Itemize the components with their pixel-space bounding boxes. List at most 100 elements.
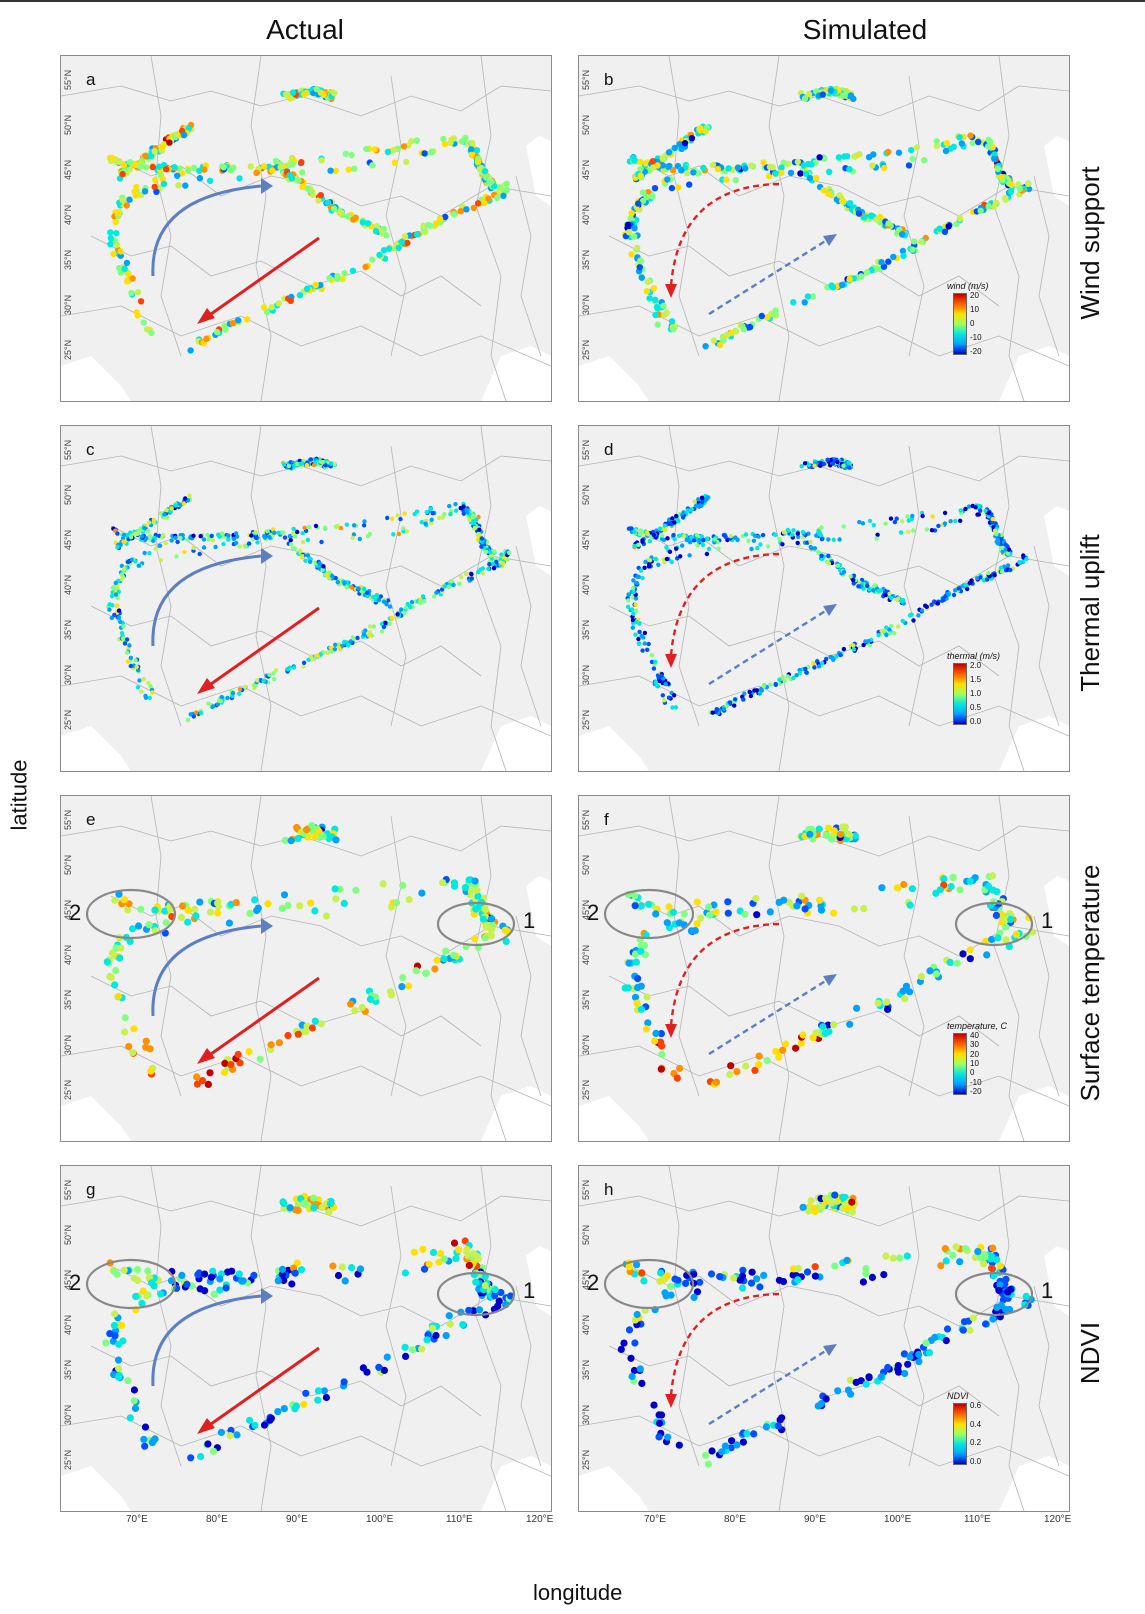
track-point [130,1397,138,1405]
track-point [311,462,317,468]
track-point [686,181,693,188]
track-point [153,188,160,195]
autumn-migration-arrow [210,606,320,686]
track-point [766,908,774,916]
panel-letter: a [86,70,96,89]
track-point [674,1276,682,1284]
latitude-tick-label: 30°N [63,664,73,685]
track-point [651,532,656,538]
track-point [448,512,453,517]
track-point [936,523,941,529]
track-point [633,1310,641,1319]
track-point [936,225,943,232]
track-point [792,1044,800,1052]
track-point [875,532,880,537]
track-point [760,1271,768,1279]
track-points [621,823,1037,1088]
track-point [617,1345,625,1353]
track-point [670,516,675,521]
track-point [169,506,174,511]
country-border [1033,175,1060,357]
track-point [468,146,475,153]
track-point [803,666,808,672]
longitude-tick-label: 80°E [724,1514,746,1525]
colorbar [953,663,967,725]
track-point [1002,936,1010,944]
track-point [124,637,130,642]
track-point [312,281,319,288]
track-point [124,906,132,914]
track-point [858,273,865,280]
track-point [113,1270,121,1278]
track-point [633,999,641,1007]
track-point [272,676,277,682]
track-point [645,189,652,196]
track-point [471,935,479,943]
track-point [671,532,676,538]
track-point [673,705,679,710]
track-point [182,549,187,555]
country-border [61,305,551,367]
track-point [408,604,413,610]
track-point [286,1204,294,1212]
legend-tick-label: 10 [970,305,979,314]
track-point [103,958,111,966]
track-point [853,1004,861,1012]
track-point [982,1320,990,1328]
track-point [225,919,233,927]
track-point [114,992,122,1000]
panel-letter: h [604,1180,614,1199]
track-point [474,158,482,165]
track-point [642,630,648,636]
track-point [111,981,119,989]
track-point [844,153,851,160]
track-point [999,532,1004,538]
track-point [900,252,907,260]
track-point [401,1343,409,1351]
track-point [282,535,288,540]
track-point [113,230,120,237]
track-point [629,526,634,531]
track-point [210,1290,218,1298]
track-point [819,660,825,666]
row-title-ndvi: NDVI [1075,1321,1105,1385]
track-point [191,714,196,719]
sea-shape [526,876,551,946]
track-point [989,1244,997,1252]
track-point [663,1272,671,1280]
track-point [966,1326,974,1334]
latitude-tick-label: 50°N [581,484,591,505]
track-point [868,1273,876,1281]
track-point [371,594,376,600]
track-point [874,536,879,541]
track-point [802,461,808,466]
track-point [999,569,1005,574]
track-point [107,241,114,248]
sea-shape [579,1096,649,1141]
track-point [122,641,128,646]
track-point [345,166,352,173]
track-point [297,1266,306,1274]
track-point [295,177,302,184]
track-point [395,513,400,518]
track-point [151,148,158,155]
latitude-tick-label: 35°N [581,989,591,1010]
track-point [747,689,752,695]
track-point [107,235,115,242]
country-border [768,796,790,1141]
map-canvas [579,56,1069,401]
track-point [779,1278,788,1286]
track-point [501,561,506,566]
longitude-tick-label: 70°E [644,1514,666,1525]
track-point [990,203,998,210]
country-border [515,175,542,357]
latitude-tick-label: 25°N [63,709,73,730]
track-point [775,1053,783,1061]
track-point [881,164,888,172]
track-point [651,1037,659,1045]
track-point [140,1435,148,1443]
track-point [627,1354,635,1362]
track-point [128,530,133,535]
country-border [150,426,182,727]
track-point [836,192,843,199]
